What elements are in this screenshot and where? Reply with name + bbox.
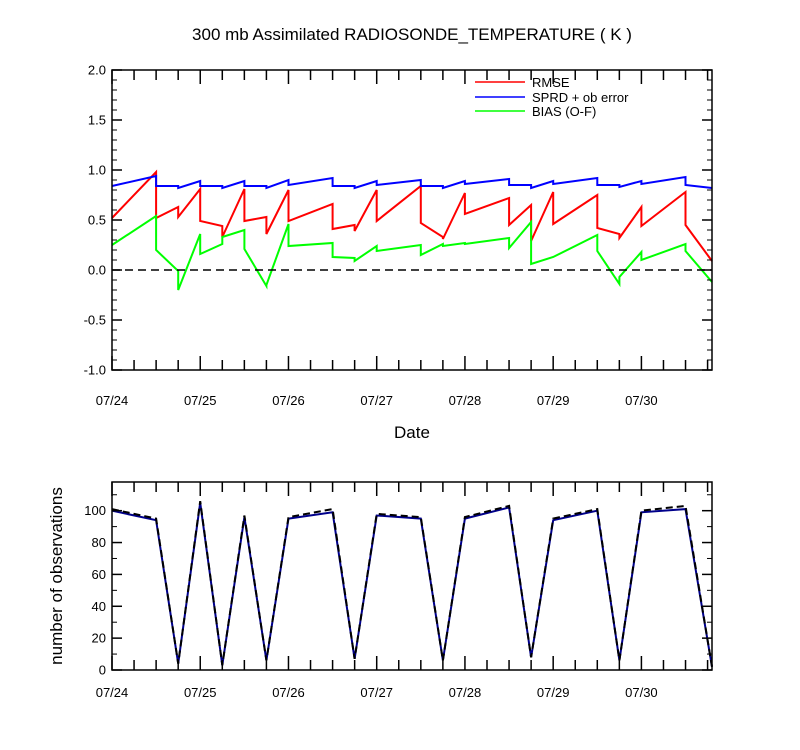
bottom-chart: 0 20 40 60 80 100 07/24 07/25 07/26 07/27 07/28 07/…	[47, 481, 713, 700]
bottom-plot-frame	[111, 481, 713, 671]
top-x-tick-label: 07/28	[449, 393, 482, 408]
top-x-tick-label: 07/25	[184, 393, 217, 408]
bottom-x-tick-label: 07/26	[272, 685, 305, 700]
top-series-group	[111, 169, 713, 291]
top-y-tick-label: 1.0	[88, 163, 106, 178]
bottom-y-tick-label: 60	[92, 567, 106, 582]
top-series-line-0	[111, 169, 713, 262]
top-y-tick-label: 0.0	[88, 263, 106, 278]
bottom-x-tick-label: 07/29	[537, 685, 570, 700]
top-chart: 300 mb Assimilated RADIOSONDE_TEMPERATUR…	[84, 25, 713, 442]
chart-title: 300 mb Assimilated RADIOSONDE_TEMPERATUR…	[192, 25, 632, 44]
top-y-tick-label: 1.5	[88, 113, 106, 128]
top-series-line-1	[111, 174, 713, 190]
bottom-y-tick-label: 80	[92, 535, 106, 550]
bottom-y-tick-label: 100	[84, 503, 106, 518]
bottom-ticks-group: 0 20 40 60 80 100 07/24 07/25 07/26 07/27 07/28 07/…	[84, 482, 712, 700]
top-y-tick-label: -0.5	[84, 313, 106, 328]
top-x-tick-label: 07/26	[272, 393, 305, 408]
top-series-line-2	[111, 214, 713, 291]
top-x-tick-label: 07/30	[625, 393, 658, 408]
top-y-tick-label: -1.0	[84, 363, 106, 378]
top-ticks-group: -1.0 -0.5 0.0 0.5 1.0 1.5 2.0 07/24 07/25 07/26 07…	[84, 63, 712, 408]
bottom-y-tick-label: 40	[92, 599, 106, 614]
bottom-series-line-0	[111, 502, 713, 667]
x-axis-title: Date	[394, 423, 430, 442]
bottom-x-tick-label: 07/28	[449, 685, 482, 700]
top-y-tick-label: 0.5	[88, 213, 106, 228]
top-x-tick-label: 07/29	[537, 393, 570, 408]
legend-label-rmse: RMSE	[532, 75, 570, 90]
bottom-x-tick-label: 07/24	[96, 685, 129, 700]
legend-label-bias: BIAS (O-F)	[532, 104, 596, 119]
legend: RMSE SPRD + ob error BIAS (O-F)	[475, 75, 629, 119]
bottom-y-tick-label: 0	[99, 663, 106, 678]
top-x-tick-label: 07/27	[360, 393, 393, 408]
bottom-series-group	[111, 500, 713, 667]
bottom-series-line-1	[111, 500, 713, 667]
y-axis-title-observations: number of observations	[47, 487, 66, 665]
top-x-tick-label: 07/24	[96, 393, 129, 408]
top-plot-frame	[111, 69, 713, 371]
top-y-tick-label: 2.0	[88, 63, 106, 78]
bottom-x-tick-label: 07/27	[360, 685, 393, 700]
bottom-x-tick-label: 07/25	[184, 685, 217, 700]
bottom-x-tick-label: 07/30	[625, 685, 658, 700]
bottom-y-tick-label: 20	[92, 631, 106, 646]
legend-label-sprd: SPRD + ob error	[532, 90, 629, 105]
